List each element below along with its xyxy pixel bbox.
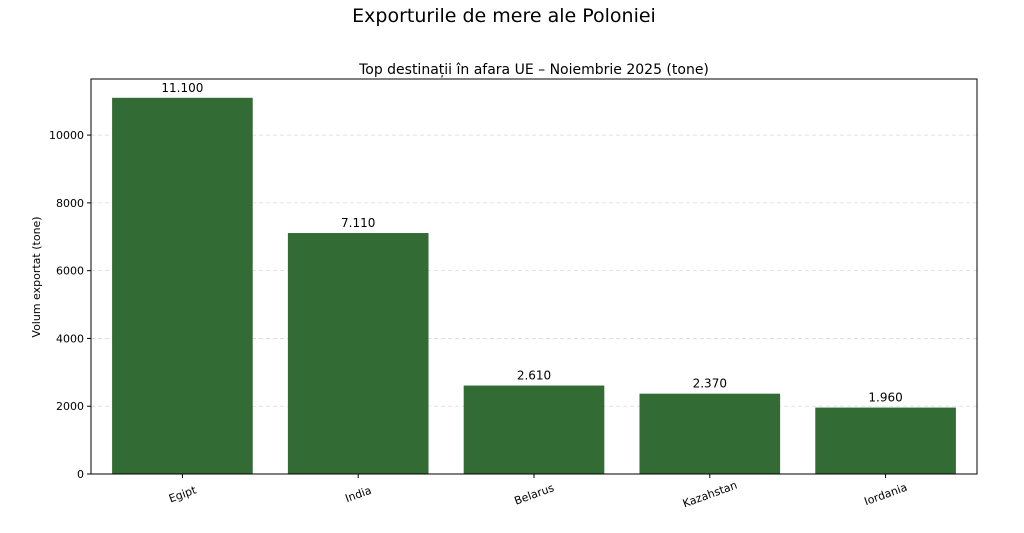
bars — [112, 97, 956, 475]
bar-egipt — [112, 97, 253, 475]
x-tick-label: Egipt — [167, 483, 199, 505]
data-label: 2.610 — [517, 369, 551, 383]
chart-title: Top destinații în afara UE – Noiembrie 2… — [358, 62, 709, 78]
y-axis-label: Volum exportat (tone) — [30, 216, 43, 337]
data-label: 11.100 — [161, 81, 203, 95]
x-axis-ticks: Egipt India Belarus Kazahstan Iordania — [167, 474, 909, 510]
y-tick-label: 4000 — [56, 332, 84, 345]
bar-belarus — [463, 385, 605, 474]
y-tick-label: 10000 — [49, 129, 84, 142]
data-labels: 11.100 7.110 2.610 2.370 1.960 — [161, 81, 902, 405]
data-label: 7.110 — [341, 216, 375, 230]
y-tick-label: 0 — [77, 468, 84, 481]
y-tick-label: 2000 — [56, 400, 84, 413]
bar-india — [287, 233, 429, 474]
x-tick-label: Kazahstan — [681, 479, 739, 511]
x-tick-label: India — [343, 484, 373, 505]
data-label: 2.370 — [693, 377, 727, 391]
plot-frame — [90, 78, 978, 475]
x-tick-label: Iordania — [862, 481, 909, 509]
y-tick-label: 8000 — [56, 197, 84, 210]
data-label: 1.960 — [868, 391, 902, 405]
bar-iordania — [815, 407, 956, 474]
y-axis-ticks: 0 2000 4000 6000 8000 10000 — [49, 129, 91, 481]
chart-suptitle: Exporturile de mere ale Poloniei — [352, 5, 656, 27]
y-tick-label: 6000 — [56, 265, 84, 278]
x-tick-label: Belarus — [513, 481, 557, 507]
bar-kazahstan — [639, 393, 781, 474]
